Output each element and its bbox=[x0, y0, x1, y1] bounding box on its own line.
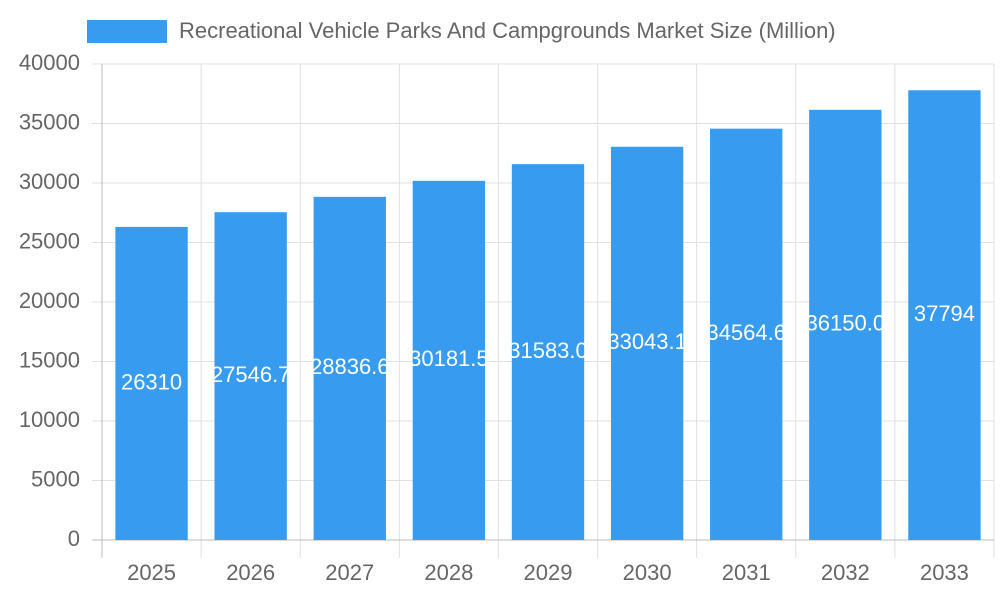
legend-swatch bbox=[87, 20, 167, 43]
bar bbox=[115, 226, 188, 540]
bar bbox=[313, 196, 386, 540]
x-tick-label: 2033 bbox=[920, 560, 969, 585]
x-tick-label: 2031 bbox=[722, 560, 771, 585]
value-label: 31583.0 bbox=[508, 338, 588, 363]
value-label: 30181.5 bbox=[409, 346, 489, 371]
x-tick-label: 2028 bbox=[424, 560, 473, 585]
y-tick-label: 40000 bbox=[19, 50, 80, 75]
y-tick-label: 10000 bbox=[19, 407, 80, 432]
bar bbox=[710, 128, 783, 540]
x-tick-label: 2027 bbox=[325, 560, 374, 585]
value-label: 33043.1 bbox=[607, 329, 687, 354]
bar bbox=[412, 180, 486, 540]
bar bbox=[809, 109, 882, 540]
y-tick-label: 15000 bbox=[19, 347, 80, 372]
value-label: 26310 bbox=[121, 369, 182, 394]
x-tick-label: 2030 bbox=[623, 560, 672, 585]
bar bbox=[214, 212, 287, 540]
value-label: 36150.0 bbox=[806, 311, 886, 336]
y-tick-label: 0 bbox=[68, 526, 80, 551]
y-tick-label: 35000 bbox=[19, 109, 80, 134]
y-tick-label: 5000 bbox=[31, 466, 80, 491]
x-tick-label: 2025 bbox=[127, 560, 176, 585]
y-tick-label: 30000 bbox=[19, 169, 80, 194]
x-tick-label: 2026 bbox=[226, 560, 275, 585]
legend-label: Recreational Vehicle Parks And Campgroun… bbox=[179, 18, 836, 43]
bar bbox=[908, 90, 981, 540]
value-label: 28836.6 bbox=[310, 354, 390, 379]
y-tick-label: 25000 bbox=[19, 228, 80, 253]
bar bbox=[511, 164, 585, 540]
value-label: 27546.7 bbox=[211, 362, 291, 387]
x-tick-label: 2032 bbox=[821, 560, 870, 585]
y-tick-label: 20000 bbox=[19, 288, 80, 313]
value-label: 34564.6 bbox=[706, 320, 786, 345]
value-label: 37794 bbox=[914, 301, 975, 326]
bar bbox=[610, 146, 684, 540]
x-tick-label: 2029 bbox=[524, 560, 573, 585]
